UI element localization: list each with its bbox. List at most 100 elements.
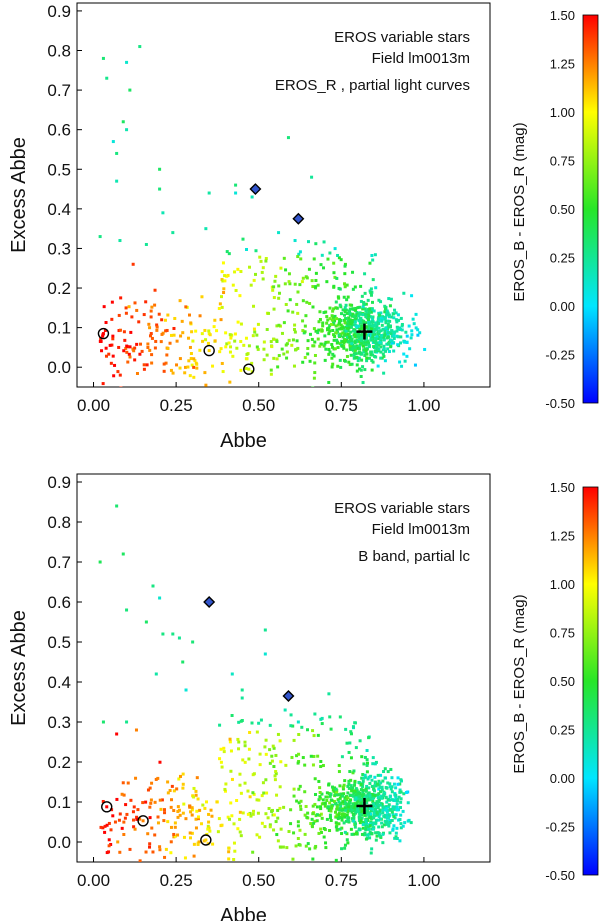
data-point xyxy=(371,800,375,804)
data-point xyxy=(116,840,120,844)
y-axis-label: Excess Abbe xyxy=(8,610,30,726)
data-point xyxy=(116,370,120,374)
data-point xyxy=(189,321,193,325)
data-point xyxy=(227,857,231,861)
data-point xyxy=(107,850,111,854)
data-point xyxy=(350,342,354,346)
data-point xyxy=(366,833,370,837)
data-point xyxy=(101,799,105,803)
data-point xyxy=(272,285,276,289)
data-point xyxy=(330,785,334,789)
x-tick-label: 0.75 xyxy=(325,396,358,415)
data-point xyxy=(160,332,164,336)
y-tick-label: 0.8 xyxy=(47,513,71,532)
data-point xyxy=(200,295,204,299)
data-point xyxy=(341,331,345,335)
data-point xyxy=(356,339,360,343)
data-point xyxy=(303,790,307,794)
data-point xyxy=(218,302,222,306)
data-point xyxy=(371,806,375,810)
data-point xyxy=(385,822,389,826)
data-point xyxy=(135,308,139,312)
data-point xyxy=(146,345,150,349)
data-point xyxy=(365,356,369,360)
data-point xyxy=(383,767,387,771)
data-point xyxy=(317,320,321,324)
data-point xyxy=(349,732,353,736)
data-point xyxy=(188,831,192,835)
colorbar-tick-label: 0.00 xyxy=(550,299,575,314)
data-point xyxy=(329,322,333,326)
data-point xyxy=(115,179,119,183)
data-point xyxy=(399,778,403,782)
data-point xyxy=(313,340,317,344)
data-point xyxy=(165,353,169,357)
data-point xyxy=(371,797,375,801)
data-point xyxy=(284,343,288,347)
data-point xyxy=(240,696,244,700)
colorbar-tick-label: 0.75 xyxy=(550,154,575,169)
data-point xyxy=(365,763,369,767)
data-point xyxy=(296,311,300,315)
data-point xyxy=(343,338,347,342)
data-point xyxy=(125,812,129,816)
data-point xyxy=(346,841,350,845)
data-point xyxy=(252,304,256,308)
data-point xyxy=(344,808,348,812)
data-point xyxy=(356,797,360,801)
data-point xyxy=(173,834,177,838)
data-point xyxy=(365,801,369,805)
data-point xyxy=(154,777,158,781)
data-point xyxy=(401,809,405,813)
data-point xyxy=(124,346,128,350)
data-point xyxy=(342,821,346,825)
data-point xyxy=(371,360,375,364)
data-point xyxy=(348,363,352,367)
data-point xyxy=(297,752,301,756)
data-point xyxy=(363,833,367,837)
data-point xyxy=(332,354,336,358)
data-point xyxy=(331,309,335,313)
data-point xyxy=(219,747,223,751)
data-point xyxy=(134,728,138,732)
data-point xyxy=(262,358,266,362)
data-point xyxy=(127,352,131,356)
data-point xyxy=(156,815,160,819)
data-point xyxy=(348,307,352,311)
data-point xyxy=(333,334,337,338)
data-point xyxy=(353,783,357,787)
data-point xyxy=(184,305,188,309)
data-point xyxy=(375,811,379,815)
data-point xyxy=(293,323,297,327)
data-point xyxy=(169,825,173,829)
data-point xyxy=(274,274,278,278)
data-point xyxy=(390,785,394,789)
data-point xyxy=(378,808,382,812)
data-point xyxy=(353,779,357,783)
data-point xyxy=(374,807,378,811)
data-point xyxy=(325,817,329,821)
data-point xyxy=(360,811,364,815)
data-point xyxy=(349,778,353,782)
data-point xyxy=(292,738,296,742)
data-point xyxy=(362,793,366,797)
data-point xyxy=(150,781,154,785)
data-point xyxy=(365,809,369,813)
data-point xyxy=(370,784,374,788)
data-point xyxy=(329,798,333,802)
data-point xyxy=(390,818,394,822)
data-point xyxy=(399,800,403,804)
data-point xyxy=(350,808,354,812)
circled-point xyxy=(137,815,149,827)
data-point xyxy=(100,349,104,353)
data-point xyxy=(190,865,193,868)
data-point xyxy=(384,321,388,325)
data-point xyxy=(345,804,349,808)
data-point xyxy=(380,825,384,829)
data-point xyxy=(344,819,348,823)
data-point xyxy=(340,816,344,820)
data-point xyxy=(322,240,326,244)
data-point xyxy=(347,325,351,329)
data-point xyxy=(283,708,287,712)
data-point xyxy=(146,390,149,393)
